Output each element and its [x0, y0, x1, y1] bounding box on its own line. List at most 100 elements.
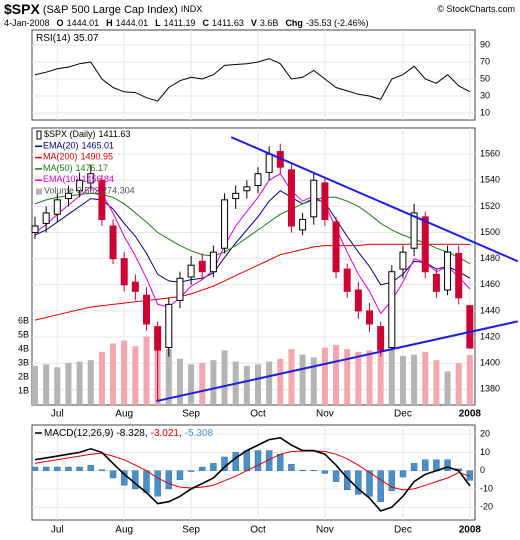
- candle-body: [299, 218, 307, 231]
- histogram-bar: [187, 470, 195, 472]
- volume-tick-label: 2B: [18, 371, 29, 381]
- legend-entry-part: 1490.95: [81, 152, 114, 162]
- volume-bar: [165, 349, 172, 405]
- volume-bar: [210, 360, 217, 405]
- histogram-bar: [377, 470, 384, 502]
- quote-line-part: 4-Jan-2008: [4, 18, 50, 28]
- macd-panel: [31, 424, 476, 521]
- x-tick-label: Oct: [250, 525, 266, 536]
- candle-body: [321, 182, 329, 220]
- candle-body: [87, 173, 95, 184]
- header-title: $SPX (S&P 500 Large Cap Index) INDX: [4, 1, 202, 17]
- candle-body: [209, 251, 217, 273]
- candle-body: [154, 326, 162, 351]
- volume-bar: [444, 371, 451, 405]
- legend-entry-part: 1476.17: [76, 163, 109, 173]
- rsi-line: [34, 58, 471, 102]
- histogram-bar: [120, 470, 128, 486]
- y-tick-label: 90: [480, 39, 490, 49]
- y-tick-label: 1380: [480, 384, 500, 394]
- histogram-bar: [199, 466, 206, 471]
- volume-bar: [43, 364, 50, 405]
- candle-body: [243, 186, 251, 192]
- volume-bar: [132, 346, 139, 405]
- x-tick-label: Aug: [115, 409, 133, 420]
- candle-body: [366, 310, 373, 325]
- x-tick-label: Jul: [51, 409, 64, 420]
- quote-line-part: V: [251, 18, 257, 28]
- macd-label-part: ,: [145, 428, 148, 439]
- legend-entry-part: 1411.63: [99, 129, 131, 139]
- y-tick-label: 10: [480, 107, 490, 117]
- header-title-part: INDX: [181, 4, 203, 14]
- ma-line: [34, 190, 471, 286]
- ma-line: [34, 243, 470, 321]
- candle-body: [98, 179, 106, 220]
- candle-body: [120, 258, 128, 286]
- candle-body: [377, 326, 385, 351]
- y-tick-label: 1520: [480, 201, 500, 211]
- histogram-bar: [399, 470, 407, 478]
- volume-bar: [277, 358, 284, 405]
- histogram-bar: [444, 459, 451, 471]
- candle-body: [455, 252, 463, 299]
- histogram-bar: [299, 469, 306, 471]
- x-tick-label: Jul: [51, 525, 64, 536]
- volume-bar: [388, 349, 395, 405]
- candle-body: [310, 179, 318, 218]
- candle-body: [432, 273, 440, 292]
- volume-tick-label: 1B: [18, 385, 29, 395]
- quote-line-part: 3.6B: [260, 18, 279, 28]
- volume-tick-label: 4B: [18, 343, 29, 353]
- y-tick-label: 10: [480, 447, 490, 457]
- y-tick-label: 1420: [480, 331, 500, 341]
- volume-bar: [76, 361, 83, 405]
- legend-entry-part: MA(50): [43, 163, 73, 173]
- x-tick-label: Dec: [394, 409, 412, 420]
- histogram-bar: [232, 452, 239, 471]
- histogram-bar: [132, 470, 139, 490]
- volume-bar: [455, 363, 462, 405]
- histogram-bar: [355, 470, 362, 495]
- y-tick-label: 1560: [480, 149, 500, 159]
- candle-body: [109, 225, 117, 260]
- ma-line: [34, 173, 471, 315]
- x-tick-label: 2008: [459, 525, 482, 536]
- source: © StockCharts.com: [437, 4, 515, 14]
- legend-entry-part: $SPX (Daily): [44, 129, 96, 139]
- volume-bar: [243, 365, 250, 405]
- x-tick-label: Oct: [250, 409, 266, 420]
- candle-body: [421, 216, 429, 273]
- macd-label-part: -3.021: [151, 428, 180, 439]
- legend-entry-part: 1465.01: [82, 141, 115, 151]
- volume-tick-label: 6B: [18, 315, 29, 325]
- y-tick-label: 20: [480, 429, 490, 439]
- volume-bar: [199, 363, 206, 405]
- candle-body: [332, 221, 340, 273]
- y-tick-label: -10: [480, 483, 493, 493]
- candle-body: [187, 264, 195, 278]
- volume-bar: [333, 344, 340, 405]
- volume-bar: [255, 364, 261, 405]
- volume-tick-label: 3B: [18, 357, 29, 367]
- candle-body: [31, 225, 39, 234]
- legend-entry: $SPX (Daily) 1411.63: [44, 129, 130, 139]
- rsi-label: RSI(14) 35.07: [36, 33, 99, 44]
- y-tick-label: -20: [480, 502, 493, 512]
- candle-body: [131, 281, 139, 292]
- y-tick-label: 0: [480, 465, 485, 475]
- candle-body: [343, 268, 351, 292]
- price-panel: [31, 127, 476, 406]
- volume-bar: [266, 361, 273, 405]
- y-tick-label: 1540: [480, 175, 500, 185]
- histogram-bar: [332, 470, 340, 482]
- volume-bar: [221, 350, 228, 405]
- header-title-part: (S&P 500 Large Cap Index): [43, 4, 178, 16]
- candle-body: [399, 251, 407, 270]
- volume-bar: [121, 340, 128, 405]
- candle-body: [466, 305, 474, 349]
- quote-line: 4-Jan-2008 O 1444.01 H 1444.01 L 1411.19 C 1411.…: [4, 18, 368, 28]
- legend-entry: EMA(20) 1465.01: [43, 141, 114, 151]
- histogram-bar: [143, 470, 150, 493]
